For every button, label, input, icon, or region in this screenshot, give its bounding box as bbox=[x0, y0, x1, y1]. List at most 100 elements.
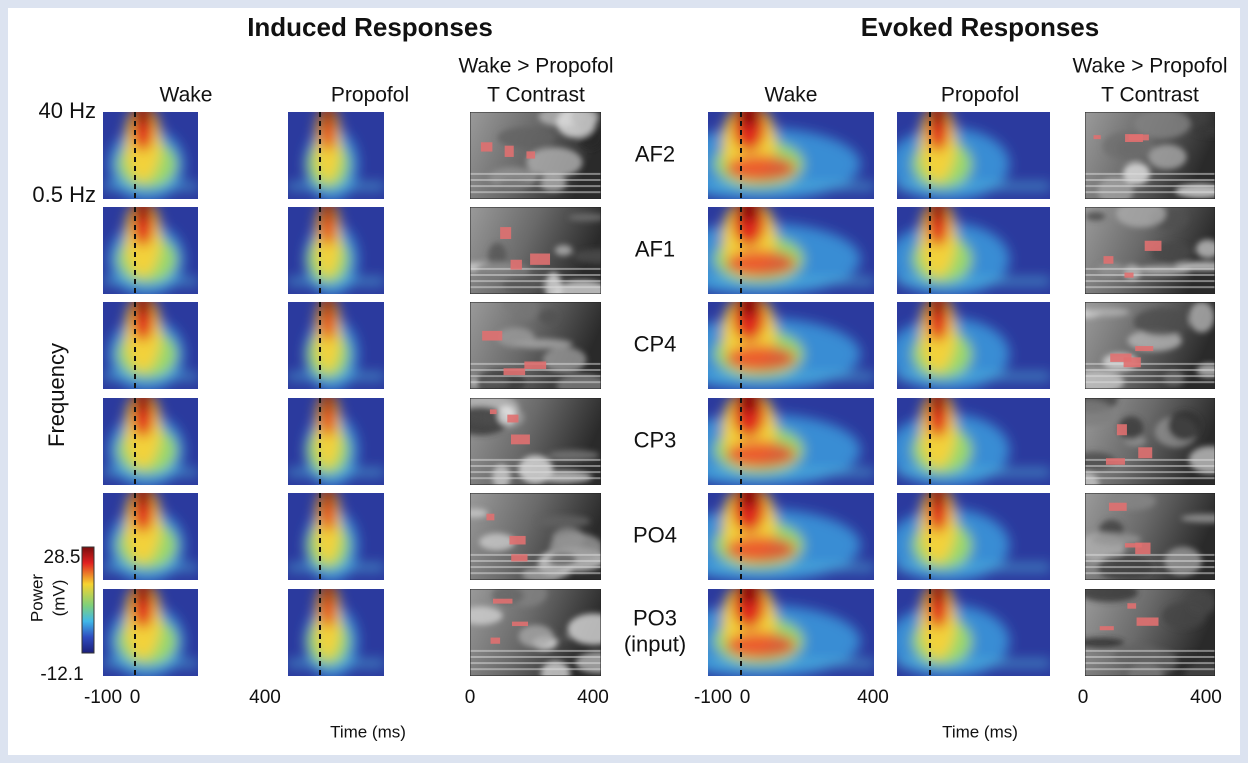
stripe bbox=[470, 553, 601, 556]
heatmap bbox=[708, 398, 874, 485]
stripe bbox=[1085, 662, 1215, 665]
patch bbox=[496, 327, 535, 348]
heatmap bbox=[897, 398, 1050, 485]
patch bbox=[551, 528, 585, 549]
stripe bbox=[1085, 553, 1215, 556]
patch bbox=[536, 515, 591, 528]
heatmap bbox=[288, 493, 384, 580]
stripe bbox=[470, 191, 601, 194]
patch bbox=[539, 174, 567, 192]
contrast-map bbox=[1085, 112, 1215, 199]
blob bbox=[322, 302, 334, 318]
patch bbox=[1192, 125, 1215, 137]
frequency-top: 40 Hz bbox=[39, 98, 96, 123]
patch bbox=[1115, 207, 1166, 228]
significant-region bbox=[507, 414, 519, 423]
blob bbox=[322, 398, 334, 414]
stripe bbox=[470, 172, 601, 175]
significant-region bbox=[509, 535, 526, 545]
contrast-caption: Wake > Propofol bbox=[1072, 55, 1227, 78]
blob bbox=[726, 250, 796, 277]
stripe bbox=[470, 572, 601, 575]
stripe bbox=[470, 464, 601, 467]
stripe bbox=[1085, 649, 1215, 652]
patch bbox=[1085, 307, 1130, 317]
time-tick: -100 bbox=[84, 687, 122, 708]
time-tick: 400 bbox=[857, 687, 889, 708]
significant-region bbox=[1136, 617, 1159, 626]
blob bbox=[737, 302, 761, 318]
band bbox=[708, 183, 874, 190]
contrast-map bbox=[470, 302, 601, 389]
stripe bbox=[1085, 267, 1215, 270]
time-tick: 0 bbox=[465, 687, 476, 708]
blob bbox=[737, 589, 761, 605]
colorbar bbox=[81, 546, 95, 654]
contrast-patches bbox=[1085, 398, 1215, 485]
heatmap bbox=[288, 589, 384, 676]
heatmap bbox=[103, 207, 198, 294]
stripe bbox=[1085, 559, 1215, 562]
heatmap-blobs bbox=[897, 112, 1050, 199]
patch bbox=[1180, 513, 1215, 523]
stripe bbox=[1085, 273, 1215, 276]
time-tick: 0 bbox=[130, 687, 141, 708]
row-label: PO3 bbox=[633, 605, 677, 630]
band bbox=[708, 469, 874, 476]
significant-region bbox=[1123, 357, 1141, 368]
contrast-map bbox=[470, 589, 601, 676]
stripe bbox=[470, 178, 601, 181]
significant-region bbox=[1105, 458, 1125, 465]
patch bbox=[1085, 370, 1125, 389]
stripe bbox=[470, 655, 601, 658]
significant-region bbox=[1108, 502, 1127, 511]
band bbox=[897, 278, 1050, 285]
stripe bbox=[1085, 286, 1215, 289]
heatmap bbox=[897, 493, 1050, 580]
column-header: T Contrast bbox=[487, 84, 585, 107]
stripe bbox=[1085, 375, 1215, 378]
blob bbox=[726, 155, 796, 182]
stripe bbox=[1085, 381, 1215, 384]
heatmap-blobs bbox=[103, 302, 198, 389]
heatmap-blobs bbox=[103, 112, 198, 199]
blob bbox=[135, 207, 151, 223]
heatmap bbox=[288, 112, 384, 199]
section-title: Evoked Responses bbox=[861, 12, 1099, 42]
heatmap-blobs bbox=[288, 398, 384, 485]
patch bbox=[470, 508, 488, 518]
heatmap bbox=[288, 207, 384, 294]
blob bbox=[737, 207, 761, 223]
significant-region bbox=[511, 621, 529, 627]
time-tick: 400 bbox=[249, 687, 281, 708]
patch bbox=[1148, 144, 1187, 170]
stripe bbox=[470, 668, 601, 671]
blob bbox=[135, 398, 151, 414]
band bbox=[897, 183, 1050, 190]
heatmap-blobs bbox=[288, 493, 384, 580]
contrast-patches bbox=[470, 302, 601, 389]
blob bbox=[726, 441, 796, 468]
time-label: Time (ms) bbox=[330, 722, 406, 741]
significant-region bbox=[511, 554, 528, 562]
time-label: Time (ms) bbox=[942, 722, 1018, 741]
patch bbox=[538, 470, 593, 484]
significant-region bbox=[493, 598, 513, 604]
frequency-bottom: 0.5 Hz bbox=[32, 182, 96, 207]
blob bbox=[726, 632, 796, 659]
significant-region bbox=[510, 434, 530, 445]
contrast-patches bbox=[470, 398, 600, 485]
blob bbox=[930, 207, 946, 223]
heatmap bbox=[708, 589, 874, 676]
stripe bbox=[470, 381, 601, 384]
contrast-map bbox=[1085, 589, 1215, 676]
blob bbox=[322, 112, 334, 128]
heatmap-blobs bbox=[103, 398, 198, 485]
significant-region bbox=[1135, 346, 1154, 352]
row-label: (input) bbox=[624, 631, 686, 656]
column-header: Propofol bbox=[331, 84, 409, 107]
significant-region bbox=[510, 259, 522, 270]
blob bbox=[737, 493, 761, 509]
significant-region bbox=[480, 142, 493, 152]
